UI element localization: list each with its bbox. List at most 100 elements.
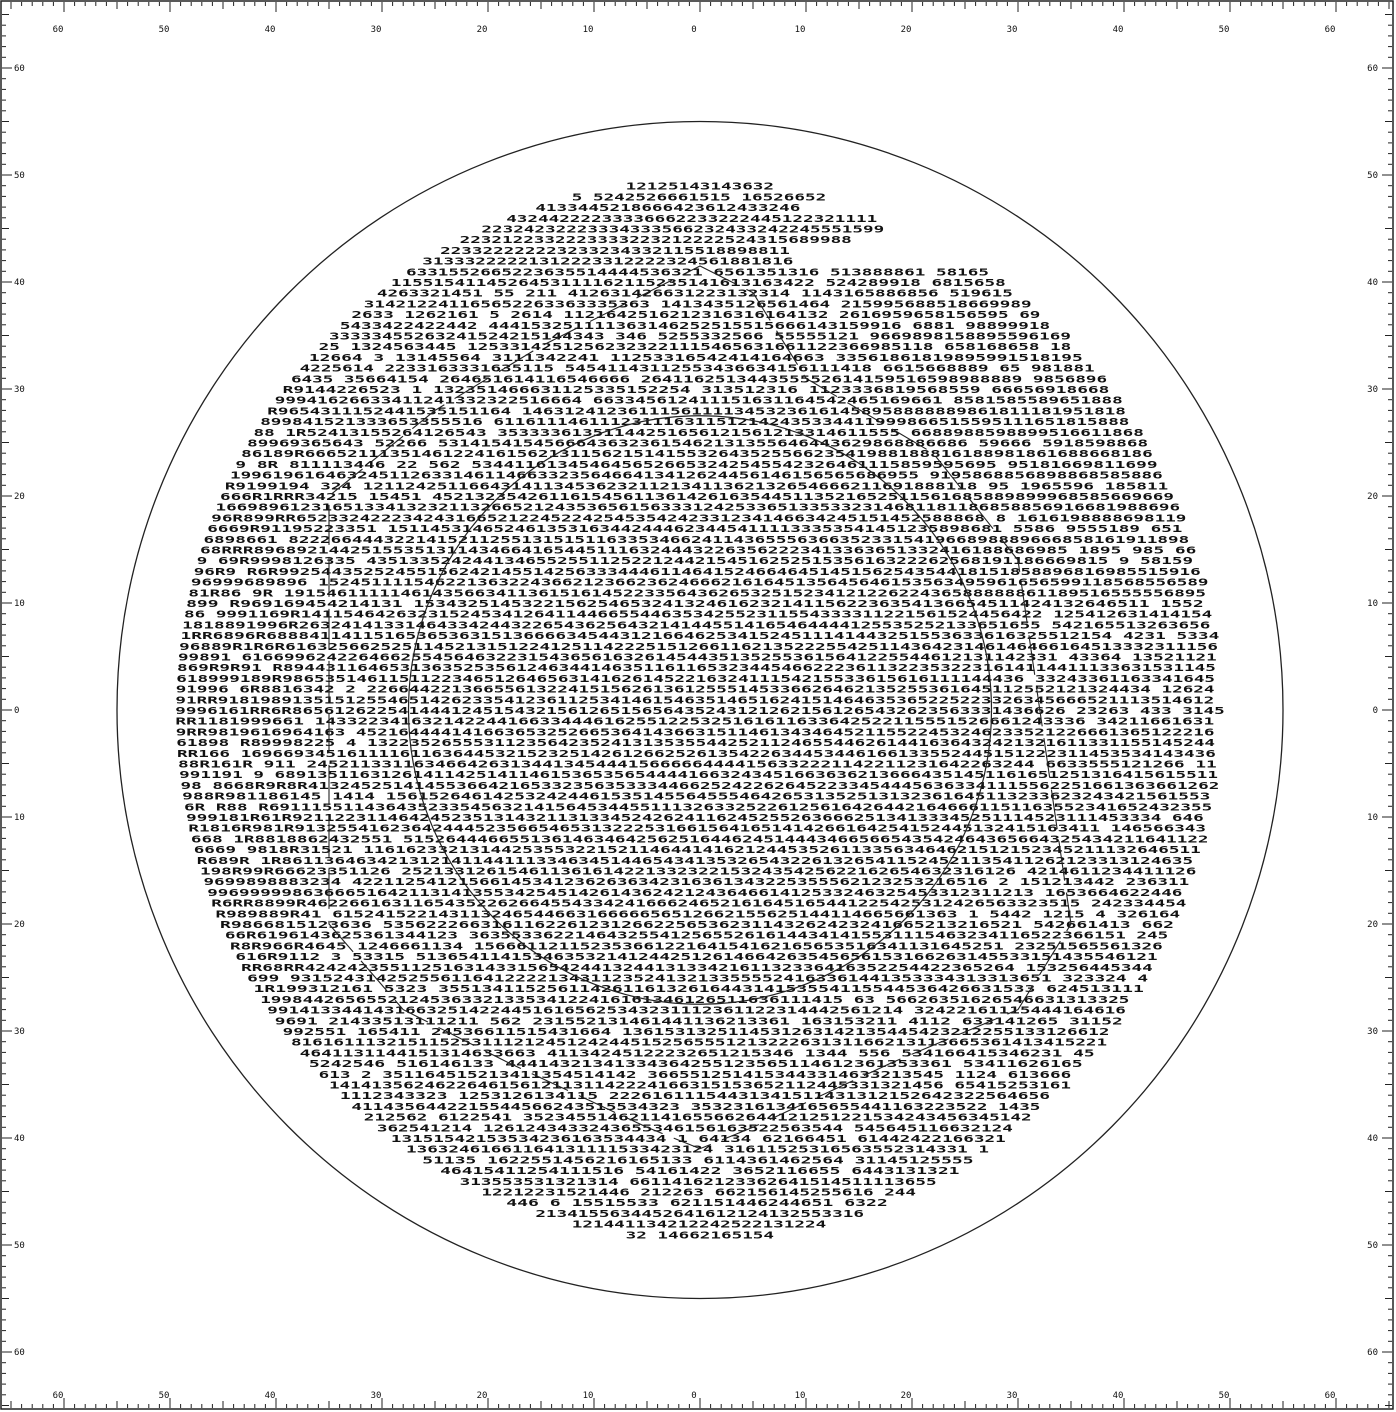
x-tick-label-top: 60 bbox=[53, 25, 64, 35]
cell-row: 66R6196143625361344123 36355336221464325… bbox=[225, 931, 1168, 942]
x-tick-label-bottom: 60 bbox=[1325, 1391, 1336, 1401]
cell-row: 9RR9819616964163 45216444414166365325266… bbox=[176, 727, 1215, 738]
cell-row: 6435 35664154 264651614116546666 2641162… bbox=[291, 374, 1107, 385]
y-tick-label-right: 60 bbox=[1367, 1348, 1378, 1358]
y-tick-label-right: 20 bbox=[1367, 492, 1378, 502]
cell-row: 91996 6R8816342 2 2266442213665561322415… bbox=[176, 685, 1215, 696]
cell-row: 5433422422442 44415325111136314625251551… bbox=[340, 321, 1050, 332]
cell-row: 2134155634452641612124132553316 bbox=[535, 1209, 864, 1220]
y-tick-label-left: 30 bbox=[14, 1027, 25, 1037]
cell-row: 992551 165411 24536611515431664 13615313… bbox=[283, 1027, 1110, 1038]
cell-row: 13151542153534236163534434 1 64134 62166… bbox=[391, 1134, 1006, 1145]
cell-row: 6R R88 R69111551143643523354563214156453… bbox=[184, 802, 1212, 813]
cell-row: 25 1324563445 12533142512562323221115465… bbox=[319, 342, 1072, 353]
cell-row: 61898 R89998225 4 1322352655531123564235… bbox=[176, 738, 1215, 749]
cell-row: R6RR8899R4622661631165435226266455433424… bbox=[211, 899, 1186, 910]
x-tick-label-top: 40 bbox=[265, 25, 276, 35]
cell-row: R9654311152441535151164 1463124123611156… bbox=[267, 406, 1126, 417]
cell-row: 91RR918198913515125546514262335412361125… bbox=[175, 695, 1214, 706]
cell-row: 1669896123165133413232113266521243536561… bbox=[215, 503, 1180, 514]
cell-row: 223322222223233234332115518898811 bbox=[440, 246, 790, 257]
cell-row: 1R199312161 5323 35513411525611426116132… bbox=[254, 984, 1144, 995]
x-tick-label-top: 10 bbox=[795, 25, 806, 35]
y-tick-label-right: 50 bbox=[1367, 1241, 1378, 1251]
x-tick-label-top: 50 bbox=[159, 25, 170, 35]
cell-row: 88 1R52413155264126543 35333361351144251… bbox=[254, 428, 1144, 439]
cell-row: 68RRR89689214425155351311434664165445111… bbox=[200, 546, 1196, 557]
cell-row: 4225614 2233163331635115 545411431125534… bbox=[300, 364, 1095, 375]
cell-row: 212562 6122541 3523455146211416556626441… bbox=[364, 1113, 1032, 1124]
cell-row: 613 2 351164515213411354514142 366551251… bbox=[319, 1070, 1072, 1081]
cell-row: R689R 1R86113646342131214114411133463451… bbox=[197, 856, 1193, 867]
segment-boundary-polygon bbox=[328, 265, 1072, 1150]
y-tick-label-left: 50 bbox=[14, 1241, 25, 1251]
y-tick-label-right: 40 bbox=[1367, 278, 1378, 288]
cell-row: 9 8R 811113446 22 562 534411613454645652… bbox=[235, 460, 1157, 471]
cell-row: 96889R1R6R616325662525114521315122412511… bbox=[179, 642, 1218, 653]
y-tick-label-right: 10 bbox=[1367, 813, 1378, 823]
cell-row: 1112343323 1253126134115 222616111544313… bbox=[340, 1091, 1050, 1102]
cell-row: 121441134212242522131224 bbox=[572, 1220, 826, 1231]
geometry-group bbox=[116, 120, 1284, 1300]
y-tick-label-left: 60 bbox=[14, 64, 25, 74]
cell-row: 4114356442215544566243515534323 35323161… bbox=[351, 1102, 1040, 1113]
cell-row: 96999689896 1524511115462213632243662123… bbox=[191, 578, 1209, 589]
y-tick-label-left: 40 bbox=[14, 1134, 25, 1144]
cell-row: 2232122332223333223212222524315689988 bbox=[460, 235, 852, 246]
cell-row: R9144226523 1 132351466631125335152254 3… bbox=[283, 385, 1110, 396]
cell-row: 899841521333653355516 611611146111231116… bbox=[260, 417, 1129, 428]
cell-row: 899 R969169454214131 1534325145322156254… bbox=[186, 599, 1204, 610]
cell-row: 4641131144151314633663 41134245122232651… bbox=[300, 1048, 1095, 1059]
y-tick-label-right: 10 bbox=[1367, 599, 1378, 609]
y-tick-label-right: 50 bbox=[1367, 171, 1378, 181]
cell-row: 13632461661164131111533423124 3161152531… bbox=[406, 1145, 989, 1156]
y-tick-label-left: 30 bbox=[14, 385, 25, 395]
cell-row: 81R86 9R 1915461111146143566341136151614… bbox=[188, 588, 1206, 599]
y-tick-label-left: 10 bbox=[14, 599, 25, 609]
cell-row: 699 931524314252556116412222134311235241… bbox=[247, 974, 1148, 985]
cell-row: R9866815123636 5356222663161162261231266… bbox=[220, 920, 1174, 931]
x-tick-label-top: 20 bbox=[901, 25, 912, 35]
cell-row: 9996161RR6R86561262254144412451543215612… bbox=[175, 706, 1224, 717]
cell-row: RR166 1696693451611116116364453215232514… bbox=[177, 749, 1216, 760]
x-tick-label-bottom: 10 bbox=[795, 1391, 806, 1401]
cell-row: 1414135624622646156121131142224166315153… bbox=[329, 1081, 1071, 1092]
cell-row: 89969365643 52266 5314154154566643632361… bbox=[247, 439, 1148, 450]
x-tick-label-bottom: 20 bbox=[477, 1391, 488, 1401]
cell-row: 22324232223334333566232433242245551599 bbox=[481, 225, 884, 236]
cell-row: 988R981186145 1414 156152646142532424461… bbox=[182, 792, 1210, 803]
cell-row: 86 9991169R14115464263231524534126411446… bbox=[184, 610, 1212, 621]
y-tick-label-right: 30 bbox=[1367, 385, 1378, 395]
cell-row: 4263321451 55 211 412631426631223132314 … bbox=[377, 289, 1013, 300]
cell-row: 446 6 15515533 621151446244651 6322 bbox=[506, 1198, 888, 1209]
x-tick-label-bottom: 50 bbox=[159, 1391, 170, 1401]
cell-row: 1RR6896R68884114115165365363151366663454… bbox=[181, 631, 1220, 642]
cell-row: 8161611132151152531112124512424451525655… bbox=[291, 1038, 1107, 1049]
cell-row: 5 5242526661515 16526652 bbox=[572, 192, 826, 203]
x-tick-label-bottom: 40 bbox=[1113, 1391, 1124, 1401]
x-tick-label-bottom: 50 bbox=[1219, 1391, 1230, 1401]
cell-row: 9691 21433513111211 562 2315521314614411… bbox=[275, 1016, 1123, 1027]
cell-row: RR1181999661 143322341632142244166334446… bbox=[175, 717, 1214, 728]
y-tick-label-left: 10 bbox=[14, 813, 25, 823]
cell-row: 98 8668R9R8R4132452514145536642165332356… bbox=[181, 781, 1220, 792]
x-tick-label-top: 40 bbox=[1113, 25, 1124, 35]
wafer-outline-circle bbox=[116, 120, 1284, 1300]
cell-row: 12664 3 13145564 3111342241 112533165424… bbox=[309, 353, 1083, 364]
x-tick-label-top: 30 bbox=[371, 25, 382, 35]
cell-row: 9 69R9998126335 435133524244134655255112… bbox=[197, 556, 1193, 567]
cell-row: 9699898883234 42211254121566145341236263… bbox=[203, 877, 1189, 888]
cell-row: R989889R41 61524152214311324654466316666… bbox=[215, 909, 1180, 920]
x-tick-label-top: 10 bbox=[583, 25, 594, 35]
cell-row: 46415411254111516 54161422 3652116655 64… bbox=[440, 1166, 959, 1177]
cell-row: 999181R61R921122311464245235131432113133… bbox=[186, 813, 1204, 824]
y-tick-label-left: 0 bbox=[14, 706, 19, 716]
cell-row: R9199194 324 121124251166431411345362321… bbox=[225, 481, 1168, 492]
x-tick-label-top: 20 bbox=[477, 25, 488, 35]
cell-row: 31333222221312223312222324561881816 bbox=[422, 257, 793, 268]
x-tick-label-top: 60 bbox=[1325, 25, 1336, 35]
